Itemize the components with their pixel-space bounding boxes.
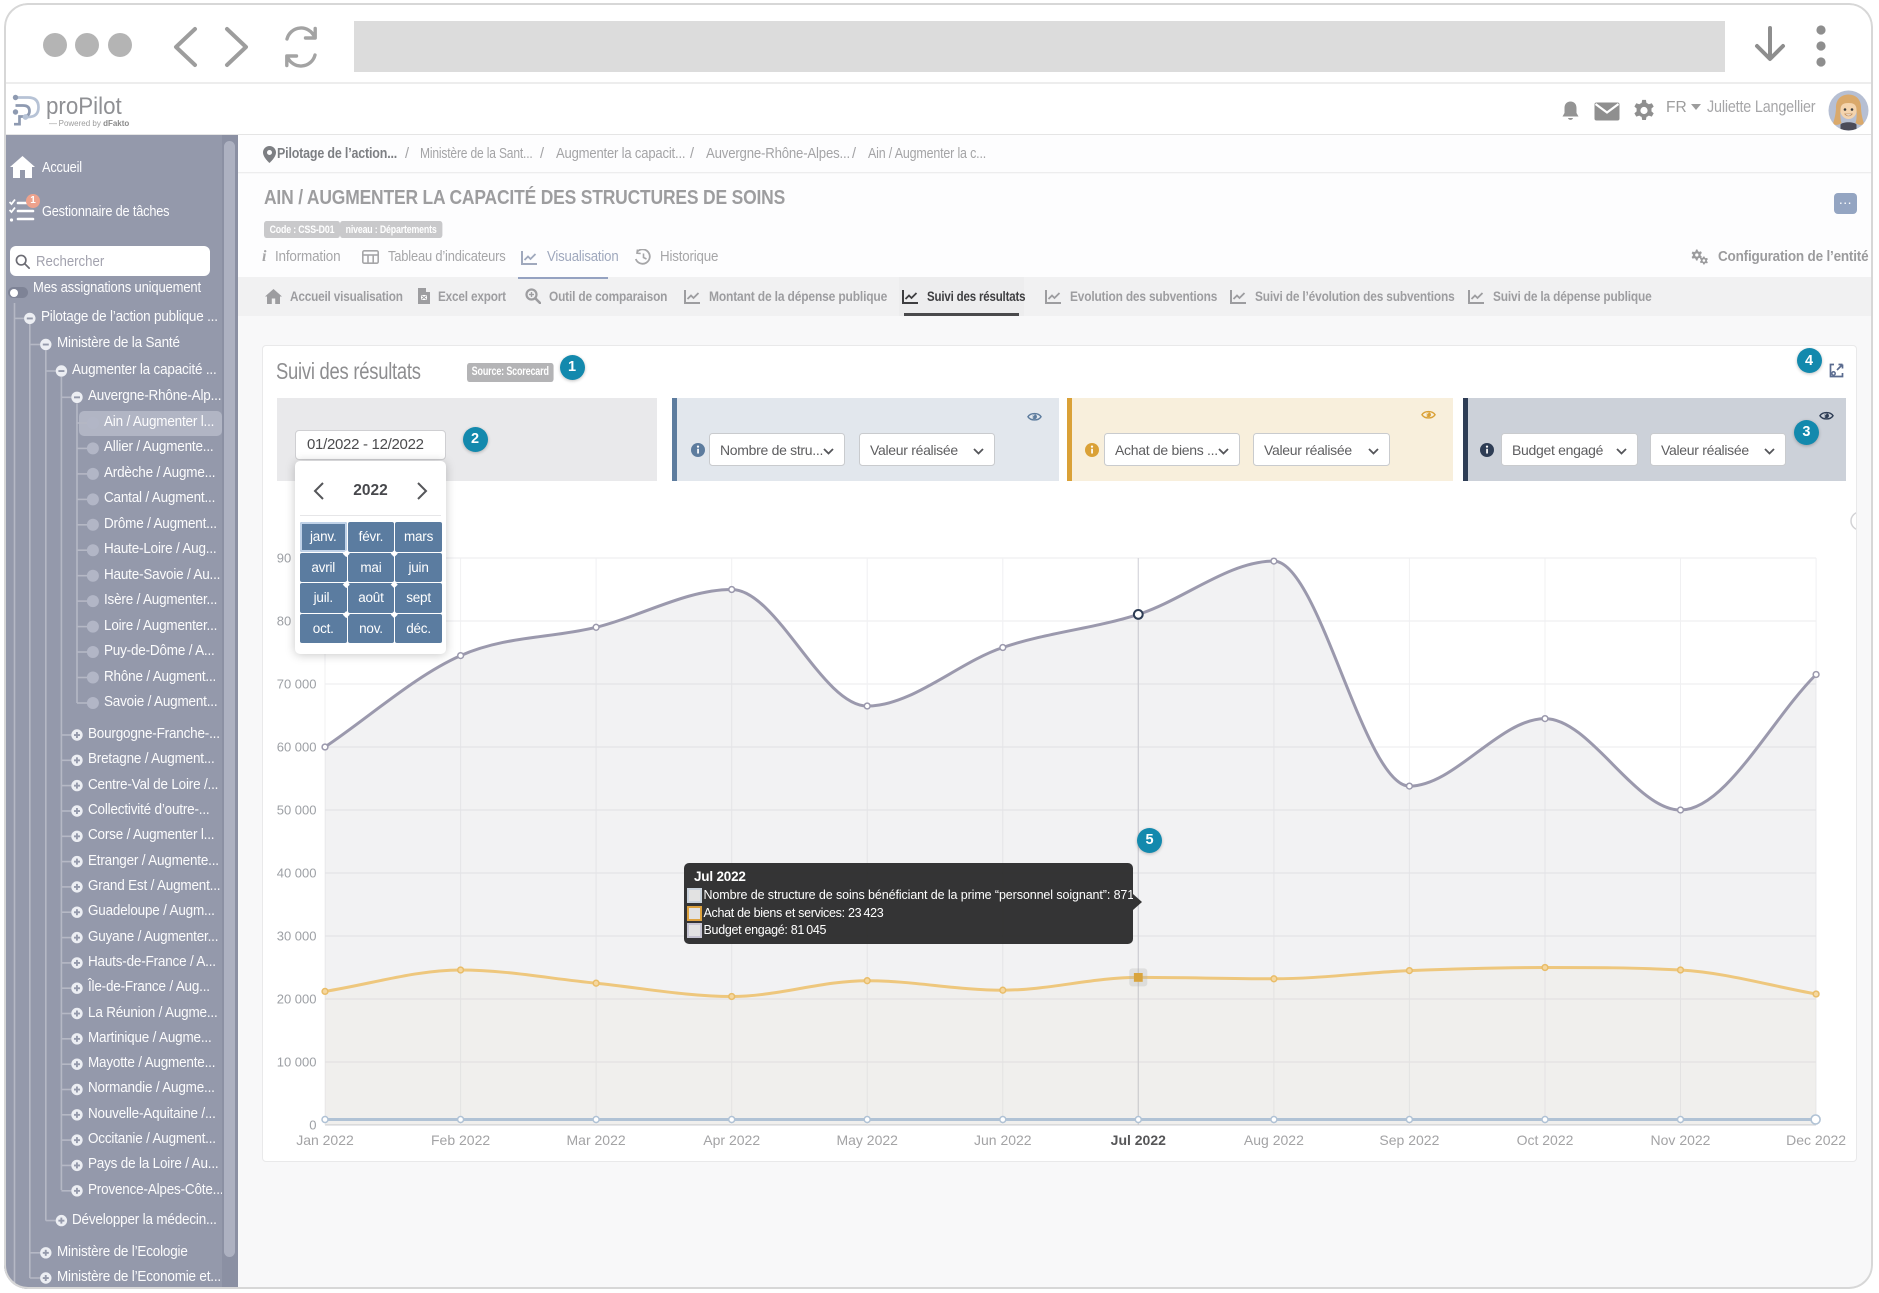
svg-text:40 000: 40 000 [277,866,317,881]
svg-text:Mar 2022: Mar 2022 [567,1132,626,1148]
svg-text:Jul 2022: Jul 2022 [1111,1132,1166,1148]
svg-text:60 000: 60 000 [277,740,317,755]
svg-text:Aug 2022: Aug 2022 [1244,1132,1304,1148]
svg-text:10 000: 10 000 [277,1055,317,1070]
svg-text:Sep 2022: Sep 2022 [1379,1132,1439,1148]
svg-text:Dec 2022: Dec 2022 [1786,1132,1846,1148]
svg-text:May 2022: May 2022 [836,1132,898,1148]
svg-text:Oct 2022: Oct 2022 [1517,1132,1574,1148]
svg-text:Apr 2022: Apr 2022 [703,1132,760,1148]
svg-text:Jun 2022: Jun 2022 [974,1132,1032,1148]
svg-text:30 000: 30 000 [277,929,317,944]
svg-text:0: 0 [309,1118,316,1133]
svg-text:Jan 2022: Jan 2022 [296,1132,354,1148]
svg-text:Nov 2022: Nov 2022 [1651,1132,1711,1148]
svg-text:50 000: 50 000 [277,803,317,818]
svg-text:Feb 2022: Feb 2022 [431,1132,490,1148]
svg-text:20 000: 20 000 [277,992,317,1007]
svg-text:70 000: 70 000 [277,677,317,692]
